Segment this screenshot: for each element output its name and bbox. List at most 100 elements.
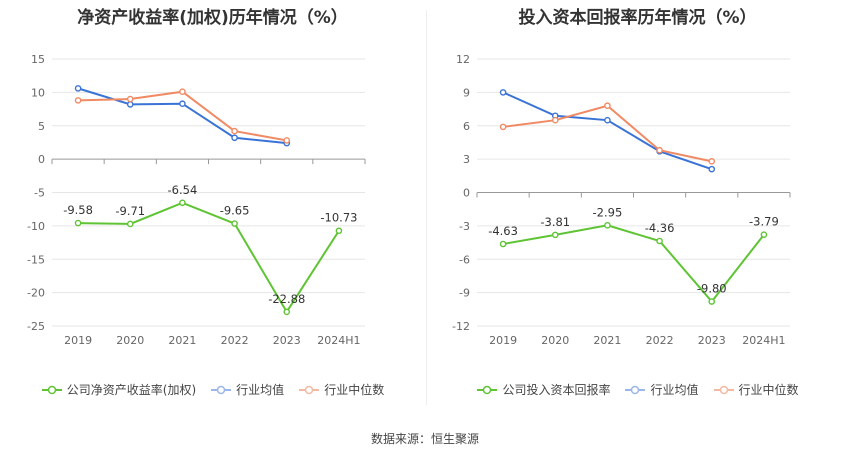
data-point-company — [126, 220, 134, 228]
legend-item-company[interactable]: 公司投入资本回报率 — [476, 381, 610, 398]
data-point-avg — [231, 134, 238, 142]
data-source-note: 数据来源：恒生聚源 — [370, 432, 479, 446]
roe-chart-panel: 净资产收益率(加权)历年情况（%） 15 10 5 0 -5 -10 -15 -20 -25 20… — [0, 0, 425, 410]
x-tick-label: 2024H1 — [742, 334, 785, 347]
x-tick-label: 2020 — [541, 334, 569, 347]
x-tick-label: 2023 — [273, 334, 301, 347]
data-point-avg — [179, 100, 186, 108]
data-point-company — [74, 219, 82, 227]
roic-chart-panel: 投入资本回报率历年情况（%） 12 9 6 3 0 -3 -6 -9 -12 2019 2020 20… — [425, 0, 850, 410]
data-point-avg — [604, 116, 611, 124]
legend-marker-company — [477, 385, 498, 394]
data-point-median — [231, 127, 238, 135]
x-tick-label: 2022 — [221, 334, 249, 347]
y-tick-label: 3 — [463, 153, 470, 166]
y-tick-label: -5 — [34, 187, 45, 200]
x-tick-label: 2021 — [593, 334, 621, 347]
data-point-company — [283, 308, 291, 316]
panel-divider — [426, 10, 427, 405]
x-tick-label: 2022 — [646, 334, 674, 347]
data-label-company: -4.36 — [645, 221, 675, 235]
legend-label-company: 公司投入资本回报率 — [502, 383, 611, 397]
x-tick-label: 2021 — [168, 334, 196, 347]
series-line-company — [78, 201, 340, 314]
y-tick-label: -25 — [27, 320, 45, 333]
y-tick-label: 15 — [31, 53, 45, 66]
data-label-company: -9.65 — [220, 204, 250, 218]
roe-chart-plot: 15 10 5 0 -5 -10 -15 -20 -25 2019 2020 2021 2022 2023… — [27, 53, 366, 347]
data-point-company — [179, 199, 186, 207]
data-point-median — [179, 88, 186, 96]
roic-chart-legend: 公司投入资本回报率 行业均值 行业中位数 — [425, 381, 850, 398]
y-tick-label: 0 — [463, 187, 470, 200]
roic-chart-plot: 12 9 6 3 0 -3 -6 -9 -12 2019 2020 2021 2022 2023 2024H… — [452, 53, 791, 347]
data-point-company — [760, 231, 768, 238]
legend-item-avg[interactable]: 行业均值 — [210, 381, 284, 398]
data-label-company: -6.54 — [168, 183, 198, 197]
data-point-company — [499, 240, 507, 248]
legend-item-median[interactable]: 行业中位数 — [713, 381, 799, 398]
data-label-company: -10.73 — [320, 211, 357, 225]
legend-item-avg[interactable]: 行业均值 — [624, 381, 699, 398]
x-tick-label: 2023 — [698, 334, 726, 347]
y-tick-label: 6 — [463, 120, 470, 133]
y-tick-label: -12 — [452, 320, 470, 333]
y-tick-label: -6 — [459, 253, 470, 266]
x-tick-label: 2020 — [116, 334, 144, 347]
data-label-company: -4.63 — [488, 224, 518, 238]
data-point-company — [231, 220, 238, 227]
y-tick-label: -3 — [459, 220, 470, 233]
data-point-company — [656, 237, 663, 245]
legend-item-median[interactable]: 行业中位数 — [298, 381, 384, 398]
data-label-company: -2.95 — [593, 205, 623, 219]
legend-label-median: 行业中位数 — [324, 383, 385, 397]
y-tick-label: 0 — [38, 153, 45, 166]
data-point-median — [283, 137, 291, 144]
roe-chart-legend: 公司净资产收益率(加权) 行业均值 行业中位数 — [0, 381, 425, 398]
series-line-median — [78, 90, 287, 142]
data-point-median — [126, 95, 134, 103]
legend-marker-company — [41, 385, 62, 394]
legend-label-avg: 行业均值 — [650, 383, 699, 397]
data-point-median — [708, 158, 716, 165]
data-point-avg — [126, 101, 134, 108]
x-tick-label: 2019 — [489, 334, 517, 347]
data-point-company — [604, 222, 611, 229]
legend-label-company: 公司净资产收益率(加权) — [66, 383, 197, 397]
series-line-median — [502, 104, 712, 163]
series-line-company — [502, 224, 765, 304]
data-point-avg — [708, 165, 716, 173]
data-point-median — [74, 97, 82, 104]
roe-chart-title: 净资产收益率(加权)历年情况（%） — [77, 8, 348, 28]
legend-label-median: 行业中位数 — [738, 383, 799, 397]
data-point-median — [656, 146, 663, 154]
legend-marker-avg — [625, 385, 646, 394]
data-point-median — [604, 102, 611, 110]
legend-label-avg: 行业均值 — [236, 383, 285, 397]
data-label-company: -9.58 — [63, 203, 93, 217]
data-label-company: -3.81 — [540, 215, 570, 229]
legend-item-company[interactable]: 公司净资产收益率(加权) — [41, 381, 196, 398]
x-tick-label: 2024H1 — [317, 334, 360, 347]
legend-marker-median — [713, 385, 734, 394]
legend-marker-avg — [211, 385, 232, 394]
y-tick-label: 10 — [31, 86, 45, 99]
data-label-company: -3.79 — [749, 215, 779, 229]
data-point-company — [335, 227, 343, 235]
data-point-avg — [499, 89, 507, 96]
data-point-company — [708, 298, 716, 305]
y-tick-label: 5 — [38, 120, 45, 133]
y-tick-label: -10 — [27, 220, 45, 233]
y-tick-label: -9 — [459, 287, 470, 300]
data-label-company: -9.71 — [115, 204, 145, 218]
y-tick-label: 9 — [463, 86, 470, 99]
y-tick-label: -15 — [27, 253, 45, 266]
data-point-median — [551, 116, 559, 124]
data-point-company — [551, 231, 559, 239]
data-label-company: -22.88 — [268, 292, 305, 306]
x-tick-label: 2019 — [64, 334, 92, 347]
data-point-median — [499, 123, 507, 131]
legend-marker-median — [299, 385, 320, 394]
y-tick-label: 12 — [456, 53, 470, 66]
y-tick-label: -20 — [27, 287, 45, 300]
